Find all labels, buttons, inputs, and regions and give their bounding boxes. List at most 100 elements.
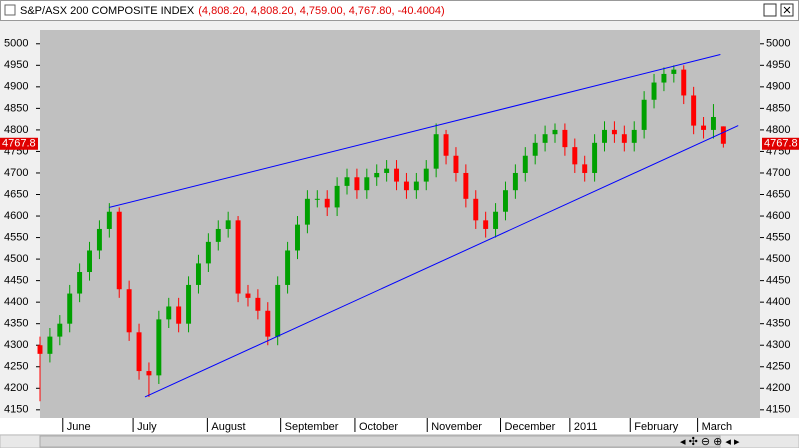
- y-tick-label: 4650: [4, 188, 28, 200]
- candle-body: [374, 172, 380, 178]
- y-tick-label: 4300: [766, 339, 790, 351]
- y-tick-label: 4600: [4, 210, 28, 222]
- candle-body: [582, 164, 588, 173]
- candle-body: [473, 198, 479, 221]
- candle-body: [285, 250, 291, 285]
- candle-body: [691, 95, 697, 126]
- candle-body: [631, 129, 637, 143]
- x-tick-label: March: [702, 421, 733, 433]
- candle-body: [611, 129, 617, 135]
- y-tick-label: 4350: [4, 318, 28, 330]
- candle-body: [295, 224, 300, 251]
- candle-body: [126, 289, 132, 333]
- window-icon: [4, 4, 16, 16]
- candle-body: [463, 172, 469, 199]
- last-price-box: [762, 137, 799, 150]
- candle-body: [522, 155, 528, 173]
- y-tick-label: 4150: [4, 404, 28, 416]
- candle-body: [186, 284, 192, 324]
- candle-body: [661, 73, 667, 83]
- candle-body: [641, 99, 647, 130]
- candle-body: [502, 190, 508, 212]
- candle-body: [136, 332, 142, 372]
- y-tick-label: 4700: [766, 167, 790, 179]
- candle-body: [453, 155, 459, 173]
- y-tick-label: 4450: [766, 275, 790, 287]
- y-tick-label: 4800: [4, 124, 28, 136]
- trend-line: [144, 125, 739, 398]
- candle-body: [314, 198, 320, 200]
- candle-body: [483, 220, 489, 229]
- y-tick-label: 4250: [766, 361, 790, 373]
- y-tick-label: 4950: [766, 59, 790, 71]
- candle-body: [215, 228, 221, 242]
- y-tick-label: 5000: [766, 38, 790, 50]
- y-tick-label: 4350: [766, 318, 790, 330]
- candle-body: [304, 198, 310, 225]
- candle-body: [354, 177, 360, 191]
- candle-body: [57, 323, 63, 337]
- candle-body: [701, 125, 707, 130]
- x-tick-label: November: [431, 421, 482, 433]
- candle-body: [592, 142, 598, 173]
- y-tick-label: 4600: [766, 210, 790, 222]
- x-tick-label: July: [137, 421, 157, 433]
- x-axis-strip: [0, 418, 799, 434]
- candle-body: [681, 69, 687, 96]
- last-price-label: 4767.8: [2, 138, 36, 150]
- candle-body: [621, 134, 627, 143]
- candle-body: [37, 345, 43, 354]
- candle-body: [176, 306, 182, 324]
- candle-body: [413, 181, 419, 191]
- candle-body: [532, 142, 538, 156]
- y-tick-label: 4300: [4, 339, 28, 351]
- y-tick-label: 5000: [4, 38, 28, 50]
- candle-body: [245, 293, 251, 298]
- candle-body: [47, 336, 53, 354]
- candle-body: [394, 168, 400, 182]
- candle-body: [602, 129, 607, 143]
- candle-body: [116, 211, 122, 290]
- last-price-box: [0, 137, 38, 150]
- scroll-buttons[interactable]: ◂ ✣ ⊖ ⊕ ◂ ▸: [680, 436, 740, 448]
- restore-button[interactable]: [763, 3, 777, 17]
- candle-body: [205, 241, 211, 264]
- y-tick-label: 4200: [4, 382, 28, 394]
- x-tick-label: June: [67, 421, 91, 433]
- candle-body: [146, 371, 152, 376]
- candle-body: [433, 134, 439, 169]
- candle-body: [493, 211, 499, 229]
- candle-body: [384, 168, 390, 173]
- close-icon: [783, 6, 791, 14]
- candle-body: [324, 198, 330, 208]
- last-price-label: 4767.8: [764, 138, 798, 150]
- y-tick-label: 4650: [766, 188, 790, 200]
- candle-body: [275, 284, 281, 337]
- candle-body: [255, 297, 261, 311]
- y-tick-label: 4850: [766, 102, 790, 114]
- x-tick-label: October: [359, 421, 398, 433]
- y-tick-label: 4900: [766, 81, 790, 93]
- y-tick-label: 4550: [766, 231, 790, 243]
- candle-body: [87, 250, 92, 273]
- candle-body: [96, 228, 102, 251]
- candle-body: [720, 126, 726, 144]
- candle-body: [195, 263, 201, 285]
- candle-body: [334, 185, 340, 208]
- candle-body: [77, 272, 83, 294]
- y-tick-label: 4800: [766, 124, 790, 136]
- chart-subtitle: (4,808.20, 4,808.20, 4,759.00, 4,767.80,…: [198, 5, 444, 17]
- y-tick-label: 4400: [4, 296, 28, 308]
- y-tick-label: 4700: [4, 167, 28, 179]
- y-tick-label: 4550: [4, 231, 28, 243]
- candle-body: [710, 116, 716, 130]
- candle-body: [344, 177, 350, 186]
- candle-body: [572, 147, 578, 165]
- candle-body: [106, 211, 112, 229]
- y-tick-label: 4500: [766, 253, 790, 265]
- scroll-thumb[interactable]: [39, 435, 721, 448]
- y-tick-label: 4900: [4, 81, 28, 93]
- candle-body: [403, 181, 409, 191]
- x-tick-label: September: [285, 421, 339, 433]
- candle-body: [67, 293, 73, 324]
